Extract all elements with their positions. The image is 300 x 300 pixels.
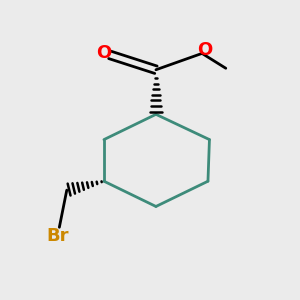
Text: Br: Br [46,226,69,244]
Text: O: O [96,44,111,62]
Text: O: O [197,41,212,59]
